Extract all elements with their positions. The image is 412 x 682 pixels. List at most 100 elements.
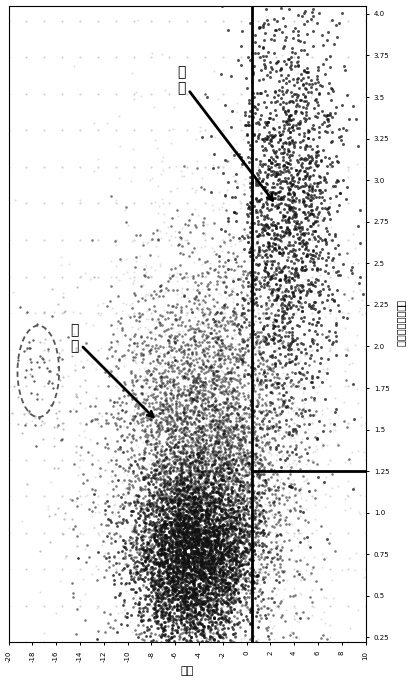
Point [172,451,179,462]
Point [191,509,198,520]
Point [157,574,164,584]
Point [228,485,235,496]
Point [224,436,231,447]
Point [304,16,311,27]
Point [153,524,159,535]
Point [199,401,206,412]
Point [187,494,194,505]
Point [256,196,263,207]
Point [232,565,239,576]
Point [70,591,76,602]
Point [215,441,221,452]
Point [223,585,229,596]
Point [247,427,254,438]
Point [246,618,253,629]
Point [213,431,220,442]
Point [201,546,208,557]
Point [194,392,200,403]
Point [206,454,212,465]
Point [176,413,183,424]
Point [319,328,325,339]
Point [256,488,263,499]
Point [228,366,234,377]
Point [201,525,208,536]
Point [201,403,208,414]
Point [132,290,138,301]
Point [191,220,198,231]
Point [245,572,251,583]
Point [276,199,282,210]
Point [140,606,146,617]
Point [192,527,198,537]
Point [265,271,272,282]
Point [180,471,187,482]
Point [158,577,165,588]
Point [149,313,155,324]
Point [291,484,298,494]
Point [142,404,149,415]
Point [151,501,157,512]
Point [242,546,248,557]
Point [190,450,197,461]
Point [184,472,190,483]
Point [193,402,200,413]
Point [155,553,162,564]
Point [237,548,243,559]
Point [210,455,217,466]
Point [162,372,168,383]
Point [183,592,190,603]
Point [221,481,228,492]
Point [302,77,309,88]
Point [307,200,314,211]
Point [225,353,231,364]
Point [211,423,218,434]
Point [255,406,262,417]
Point [150,563,156,574]
Point [194,451,201,462]
Point [263,437,269,448]
Point [195,580,201,591]
Point [149,313,155,324]
Point [136,603,142,614]
Point [204,584,210,595]
Point [136,569,143,580]
Point [150,569,156,580]
Point [234,407,241,418]
Point [133,490,140,501]
Point [157,372,164,383]
Point [315,209,321,220]
Point [161,473,168,484]
Point [234,507,240,518]
Point [228,562,234,573]
Point [169,576,176,587]
Point [159,374,165,385]
Point [200,481,207,492]
Point [170,508,176,519]
Point [245,464,251,475]
Point [328,254,335,265]
Point [182,599,188,610]
Point [169,503,175,514]
Point [126,389,133,400]
Point [278,595,284,606]
Point [242,110,248,121]
Point [154,611,160,622]
Point [206,571,213,582]
Point [320,59,326,70]
Point [240,484,247,495]
Point [101,367,108,378]
Point [241,543,248,554]
Point [186,635,193,646]
Point [326,153,333,164]
Point [204,528,211,539]
Point [206,560,213,571]
Point [239,159,246,170]
Point [202,570,209,581]
Point [311,407,318,418]
Point [254,440,261,451]
Point [147,507,154,518]
Point [165,366,171,377]
Point [216,533,222,544]
Point [222,428,229,439]
Point [166,567,173,578]
